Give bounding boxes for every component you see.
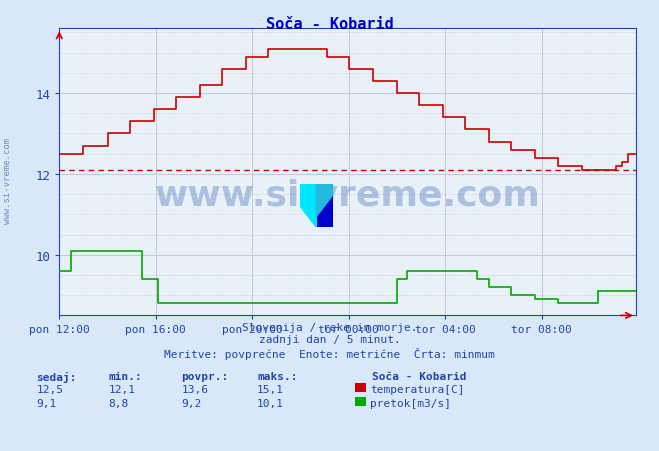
Text: povpr.:: povpr.: <box>181 371 229 381</box>
Polygon shape <box>316 185 333 217</box>
Text: 15,1: 15,1 <box>257 384 284 394</box>
Text: www.si-vreme.com: www.si-vreme.com <box>155 179 540 212</box>
Text: pretok[m3/s]: pretok[m3/s] <box>370 398 451 408</box>
Text: 12,5: 12,5 <box>36 384 63 394</box>
Text: Slovenija / reke in morje.: Slovenija / reke in morje. <box>242 322 417 332</box>
Text: 9,1: 9,1 <box>36 398 57 408</box>
Polygon shape <box>300 185 316 228</box>
Text: 8,8: 8,8 <box>109 398 129 408</box>
Text: min.:: min.: <box>109 371 142 381</box>
Text: zadnji dan / 5 minut.: zadnji dan / 5 minut. <box>258 335 401 345</box>
Text: sedaj:: sedaj: <box>36 371 76 382</box>
Text: temperatura[C]: temperatura[C] <box>370 384 465 394</box>
Polygon shape <box>316 185 333 228</box>
Text: Meritve: povprečne  Enote: metrične  Črta: minmum: Meritve: povprečne Enote: metrične Črta:… <box>164 347 495 359</box>
Text: maks.:: maks.: <box>257 371 297 381</box>
Text: 9,2: 9,2 <box>181 398 202 408</box>
Text: www.si-vreme.com: www.si-vreme.com <box>3 138 13 223</box>
Bar <box>316 185 333 228</box>
Text: 10,1: 10,1 <box>257 398 284 408</box>
Text: 12,1: 12,1 <box>109 384 136 394</box>
Bar <box>300 185 316 206</box>
Text: 13,6: 13,6 <box>181 384 208 394</box>
Text: Soča - Kobarid: Soča - Kobarid <box>266 17 393 32</box>
Text: Soča - Kobarid: Soča - Kobarid <box>372 371 467 381</box>
